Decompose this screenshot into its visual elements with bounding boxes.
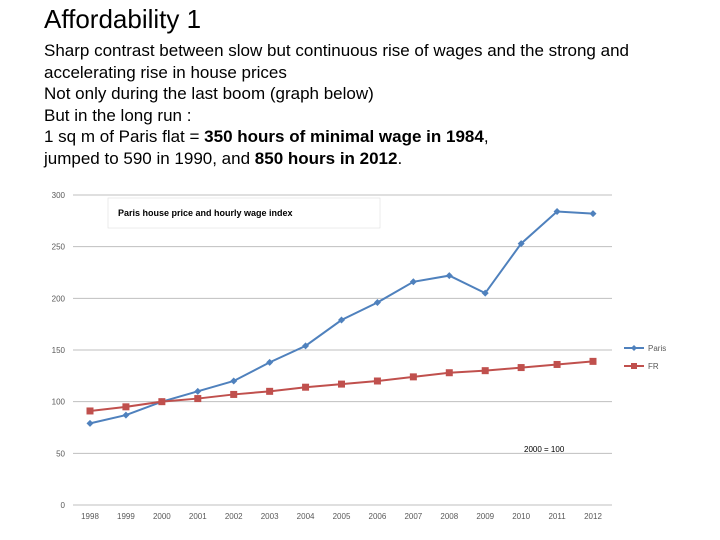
y-tick-label: 150 <box>52 346 66 355</box>
y-tick-label: 0 <box>61 501 66 510</box>
data-point <box>266 358 274 366</box>
data-point <box>86 419 94 427</box>
data-point <box>373 298 381 306</box>
legend-label: Paris <box>648 344 666 353</box>
data-point <box>445 369 453 377</box>
body-line: accelerating rise in house prices <box>44 62 287 82</box>
data-point <box>589 357 597 365</box>
data-point <box>230 377 238 385</box>
x-tick-label: 2002 <box>225 512 243 521</box>
data-point <box>445 272 453 280</box>
x-tick-label: 1998 <box>81 512 99 521</box>
x-tick-label: 1999 <box>117 512 135 521</box>
data-point <box>158 398 166 406</box>
chart-title: Paris house price and hourly wage index <box>118 208 293 218</box>
body-line: But in the long run : <box>44 105 192 125</box>
y-tick-label: 300 <box>52 191 66 200</box>
body-line-text: jumped to 590 in 1990, and <box>44 148 255 168</box>
data-point <box>302 342 310 350</box>
data-point <box>553 360 561 368</box>
body-line: jumped to 590 in 1990, and 850 hours in … <box>44 148 694 170</box>
data-point <box>589 210 597 218</box>
data-point <box>302 383 310 391</box>
x-tick-label: 2000 <box>153 512 171 521</box>
y-tick-label: 200 <box>52 294 66 303</box>
body-line: Sharp contrast between slow but continuo… <box>44 41 629 60</box>
body-line-text: 1 sq m of Paris flat = <box>44 127 205 146</box>
y-tick-label: 250 <box>52 243 66 252</box>
data-point <box>481 289 489 297</box>
data-point <box>338 380 345 388</box>
body-line-text: . <box>397 148 403 168</box>
data-point <box>338 316 345 324</box>
x-tick-label: 2004 <box>297 512 315 521</box>
x-tick-label: 2010 <box>512 512 530 521</box>
body-line: Not only during the last boom (graph bel… <box>44 84 374 103</box>
data-point <box>481 367 489 375</box>
data-point <box>230 390 238 398</box>
x-tick-label: 2008 <box>440 512 458 521</box>
data-point <box>266 387 274 395</box>
slide-body: Sharp contrast between slow but continuo… <box>44 40 694 169</box>
data-point <box>553 208 561 216</box>
body-line-bold: 850 hours in 2012 <box>254 148 398 168</box>
data-point <box>194 387 202 395</box>
x-tick-label: 2003 <box>261 512 279 521</box>
body-line-text: , <box>483 127 489 146</box>
data-point <box>122 403 130 411</box>
x-tick-label: 2007 <box>404 512 422 521</box>
data-point <box>122 411 130 419</box>
x-tick-label: 2011 <box>548 512 566 521</box>
y-tick-label: 100 <box>52 398 66 407</box>
data-point <box>373 377 381 385</box>
data-point <box>409 278 417 286</box>
data-point <box>517 240 525 248</box>
data-point <box>194 395 202 403</box>
data-point <box>517 364 525 372</box>
x-tick-label: 2009 <box>476 512 494 521</box>
x-tick-label: 2005 <box>333 512 351 521</box>
chart-title-box <box>107 197 381 229</box>
body-line: 1 sq m of Paris flat = 350 hours of mini… <box>44 126 694 148</box>
legend-marker <box>631 345 637 351</box>
legend-label: FR <box>648 362 659 371</box>
x-tick-label: 2012 <box>584 512 602 521</box>
data-point <box>86 407 94 415</box>
body-line-bold: 350 hours of minimal wage in 1984 <box>204 127 484 146</box>
x-tick-label: 2006 <box>369 512 387 521</box>
chart-annotation: 2000 = 100 <box>524 445 565 454</box>
y-tick-label: 50 <box>56 449 65 458</box>
legend-marker <box>631 363 637 369</box>
x-tick-label: 2001 <box>189 512 207 521</box>
slide-title: Affordability 1 <box>44 4 202 34</box>
data-point <box>409 373 417 381</box>
